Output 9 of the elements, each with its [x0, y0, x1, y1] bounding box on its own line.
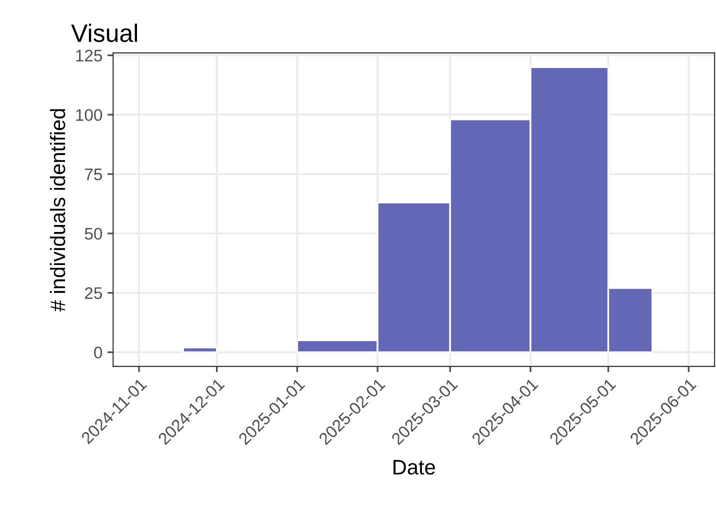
chart-title: Visual: [71, 24, 138, 42]
y-tick-label: 125: [76, 50, 102, 62]
y-tick-label: 75: [85, 168, 102, 180]
y-tick-label: 25: [85, 287, 102, 300]
y-tick-label: 100: [76, 109, 102, 121]
y-tick-label: 50: [84, 228, 102, 240]
y-tick-label: 0: [94, 346, 102, 358]
x-axis-title: Date: [394, 460, 435, 475]
y-axis-title: # individuals identified: [50, 109, 66, 312]
